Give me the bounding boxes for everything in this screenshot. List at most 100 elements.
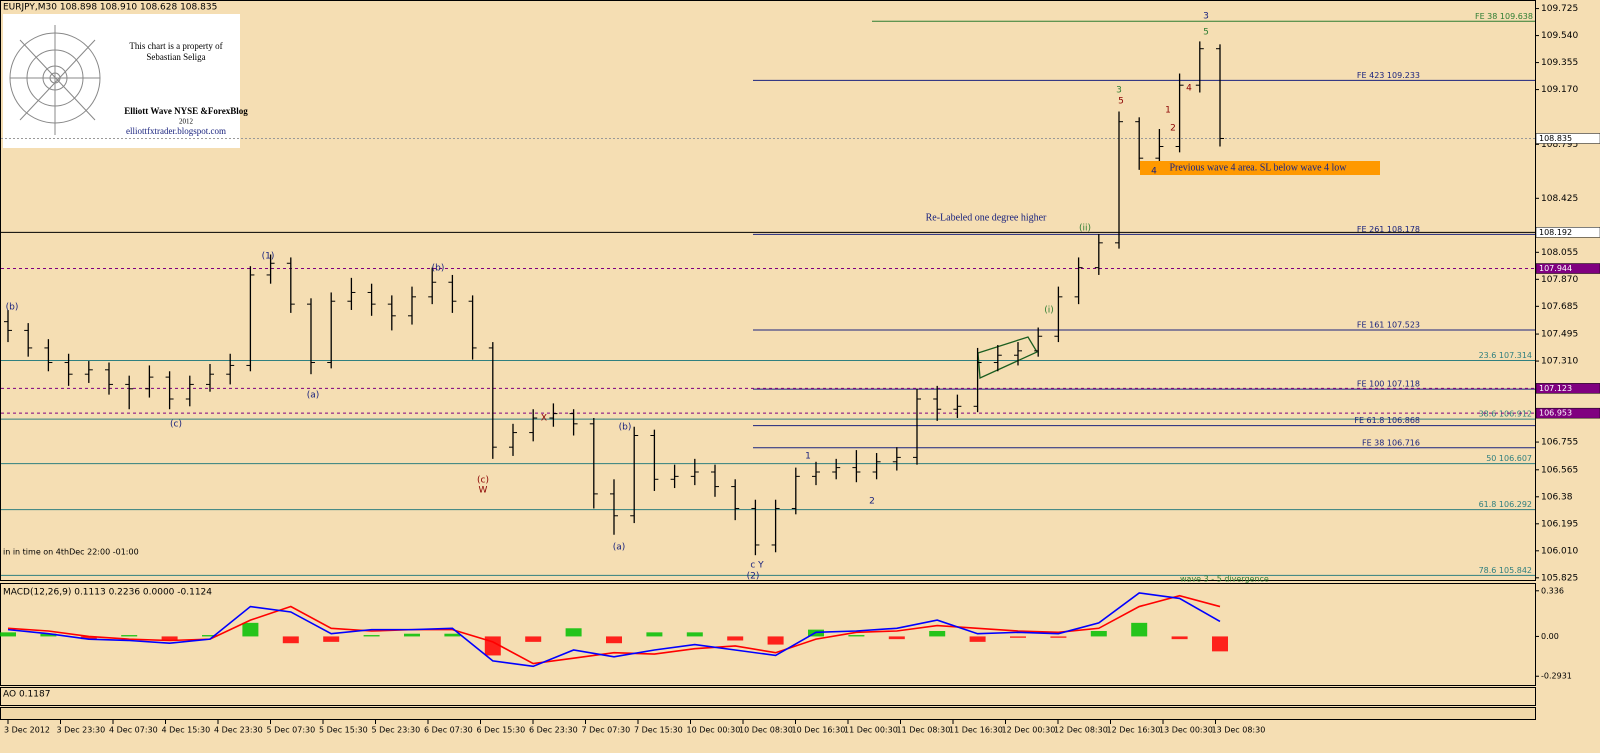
y-tick-label: 108.795 <box>1541 140 1578 150</box>
x-tick-label: 10 Dec 00:30 <box>687 726 741 735</box>
watermark-logo <box>9 25 101 135</box>
ohlc-bar <box>408 286 416 325</box>
wave-label: (i) <box>1044 306 1054 316</box>
ohlc-bar <box>1115 111 1123 249</box>
ohlc-bar <box>367 283 376 316</box>
y-tick-label: 0.336 <box>1541 586 1564 595</box>
ohlc-bar <box>488 342 497 459</box>
ohlc-bar <box>1034 327 1043 357</box>
x-tick-label: 12 Dec 16:30 <box>1107 726 1161 735</box>
watermark-text: elliottfxtrader.blogspot.com <box>126 126 226 136</box>
histogram-bar <box>0 632 16 637</box>
extension-label: FE 38 109.638 <box>1475 12 1533 21</box>
ohlc-bar <box>670 464 679 489</box>
ohlc-bar <box>24 323 33 357</box>
wave-label: (b) <box>6 303 19 313</box>
extension-label: FE 38 106.716 <box>1362 438 1420 447</box>
y-tick-label: 108.055 <box>1541 248 1578 258</box>
histogram-bar <box>727 636 744 641</box>
y-tick-label: 109.540 <box>1541 31 1578 41</box>
histogram-bar <box>404 633 420 637</box>
watermark-text: This chart is a property of <box>129 41 222 51</box>
histogram-bar <box>848 635 865 637</box>
ohlc-bar <box>307 298 315 375</box>
ohlc-bar <box>428 267 437 305</box>
y-tick-label: 106.38 <box>1541 492 1573 502</box>
retracement-label: 78.6 105.842 <box>1479 566 1532 575</box>
histogram-bar <box>606 636 622 644</box>
ohlc-bar <box>509 423 517 456</box>
bottom-panel <box>0 707 1536 720</box>
x-tick-label: 12 Dec 08:30 <box>1054 726 1108 735</box>
extension-label: FE 61.8 106.868 <box>1354 416 1420 425</box>
price-tag-label: 108.192 <box>1539 228 1572 237</box>
ohlc-bar <box>347 277 356 310</box>
wave-label: (2) <box>747 572 760 582</box>
ao-title: AO 0.1187 <box>3 690 50 700</box>
extension-label: FE 100 107.118 <box>1357 380 1420 389</box>
x-tick-label: 3 Dec 2012 <box>4 726 50 735</box>
y-tick-label: 105.825 <box>1541 573 1578 583</box>
histogram-bar <box>929 630 946 637</box>
x-tick-label: 11 Dec 08:30 <box>897 726 951 735</box>
y-tick-label: 107.495 <box>1541 330 1578 340</box>
ohlc-bar <box>206 363 214 392</box>
histogram-bar <box>484 636 501 656</box>
y-tick-label: 106.755 <box>1541 438 1578 448</box>
ohlc-bar <box>771 499 780 553</box>
histogram-bar <box>363 635 380 637</box>
x-tick-label: 4 Dec 07:30 <box>109 726 158 735</box>
retracement-label: 23.6 107.314 <box>1479 351 1532 360</box>
wave-label: (b) <box>619 423 632 433</box>
histogram-bar <box>1050 636 1067 638</box>
wave-label: 1 <box>805 452 811 462</box>
wave-label: (ii) <box>1079 224 1091 234</box>
wave-label: W <box>479 486 488 496</box>
x-tick-label: 10 Dec 08:30 <box>739 726 793 735</box>
ohlc-bar <box>711 464 719 497</box>
ohlc-bar <box>650 429 659 491</box>
ohlc-bar <box>892 447 901 471</box>
ohlc-bar <box>1175 73 1184 153</box>
histogram-bar <box>1171 636 1188 640</box>
histogram-bar <box>161 636 178 641</box>
x-tick-label: 11 Dec 16:30 <box>949 726 1003 735</box>
y-tick-label: 106.565 <box>1541 465 1578 475</box>
ohlc-bar <box>731 479 740 521</box>
watermark-text: Sebastian Seliga <box>146 52 205 62</box>
y-tick-label: 109.725 <box>1541 4 1578 14</box>
x-tick-label: 5 Dec 15:30 <box>319 726 368 735</box>
ohlc-bar <box>1155 128 1164 167</box>
retracement-label: 50 106.607 <box>1486 454 1532 463</box>
histogram-bar <box>121 635 138 637</box>
x-tick-label: 7 Dec 07:30 <box>582 726 631 735</box>
ohlc-bar <box>145 365 154 398</box>
ohlc-bar <box>549 403 558 427</box>
wave-label: (a) <box>307 391 320 401</box>
x-tick-label: 13 Dec 00:30 <box>1159 726 1213 735</box>
x-tick-label: 5 Dec 23:30 <box>372 726 421 735</box>
ohlc-bar <box>791 467 800 515</box>
ohlc-bar <box>1054 286 1063 343</box>
ohlc-bar <box>812 461 820 486</box>
price-tag <box>1535 407 1600 419</box>
ohlc-bar <box>610 479 618 535</box>
wave-label: (b) <box>432 264 445 274</box>
ohlc-bar <box>569 409 578 436</box>
histogram-bar <box>444 633 461 637</box>
ohlc-bar <box>993 345 1002 372</box>
ohlc-bar <box>832 458 841 480</box>
x-tick-label: 3 Dec 23:30 <box>57 726 106 735</box>
ohlc-bar <box>165 371 174 410</box>
histogram-bar <box>565 628 582 637</box>
price-tag <box>1535 263 1600 274</box>
histogram-bar <box>767 636 784 645</box>
wave-label: 3 <box>1203 12 1209 22</box>
x-tick-label: 6 Dec 07:30 <box>424 726 473 735</box>
price-tag-label: 107.123 <box>1539 384 1572 393</box>
histogram-bar <box>202 635 218 637</box>
ohlc-bar <box>185 375 194 407</box>
ohlc-bar <box>387 295 396 331</box>
